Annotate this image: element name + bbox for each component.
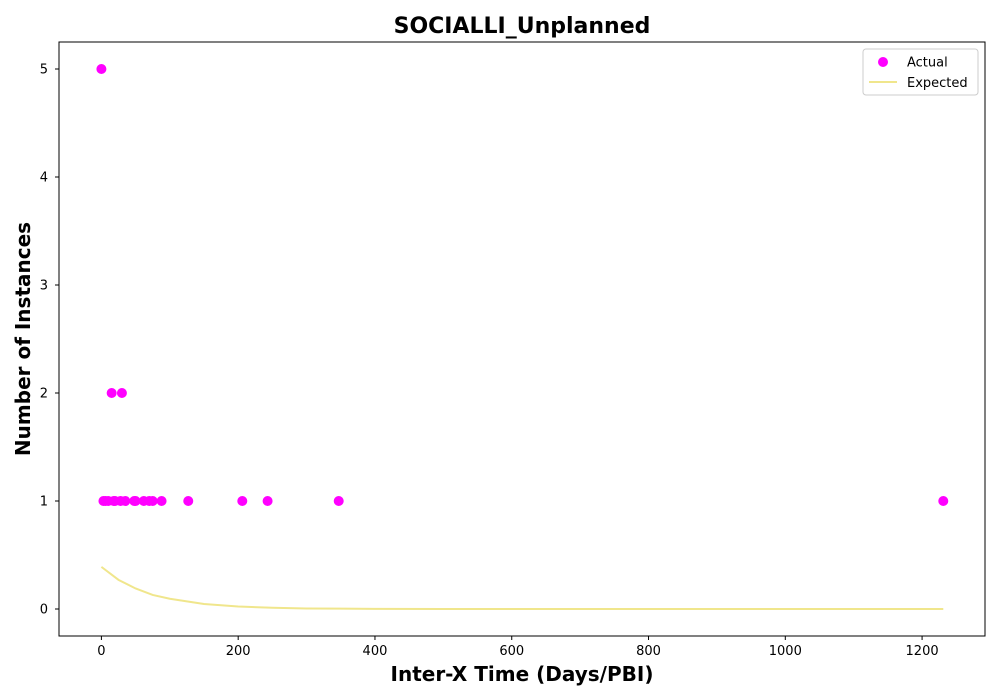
actual-point	[96, 64, 107, 74]
y-tick-label: 5	[40, 63, 48, 78]
actual-point	[237, 496, 248, 506]
actual-point	[938, 496, 949, 506]
actual-point	[147, 496, 158, 506]
actual-point	[130, 496, 141, 506]
actual-point	[156, 496, 167, 506]
y-axis-label: Number of Instances	[11, 222, 35, 456]
y-axis: 0 1 2 3 4 5	[40, 63, 59, 618]
y-tick-label: 2	[40, 387, 48, 402]
actual-point	[120, 496, 131, 506]
actual-point	[116, 388, 127, 398]
actual-point	[333, 496, 344, 506]
x-tick-label: 1000	[769, 644, 802, 659]
y-tick-label: 4	[40, 171, 48, 186]
legend-expected-label: Expected	[907, 76, 968, 91]
actual-point	[183, 496, 194, 506]
x-tick-label: 200	[226, 644, 251, 659]
x-tick-label: 0	[97, 644, 105, 659]
y-tick-label: 0	[40, 603, 48, 618]
chart-title: SOCIALLI_Unplanned	[394, 14, 651, 39]
actual-point	[106, 388, 117, 398]
x-tick-label: 400	[363, 644, 388, 659]
x-tick-label: 1200	[906, 644, 939, 659]
y-tick-label: 1	[40, 495, 48, 510]
actual-point	[262, 496, 273, 506]
legend-frame	[862, 48, 979, 96]
legend-actual-marker	[878, 57, 888, 67]
actual-series	[96, 64, 949, 506]
y-tick-label: 3	[40, 279, 48, 294]
plot-frame	[58, 41, 986, 637]
expected-line	[100, 566, 944, 610]
legend-actual-label: Actual	[907, 56, 948, 71]
x-tick-label: 600	[499, 644, 524, 659]
legend: Actual Expected	[862, 48, 979, 96]
expected-series	[100, 566, 944, 610]
x-axis: 0 200 400 600 800 1000 1200	[97, 636, 939, 659]
x-tick-label: 800	[636, 644, 661, 659]
x-axis-label: Inter-X Time (Days/PBI)	[391, 662, 654, 686]
plot-area	[59, 42, 985, 636]
